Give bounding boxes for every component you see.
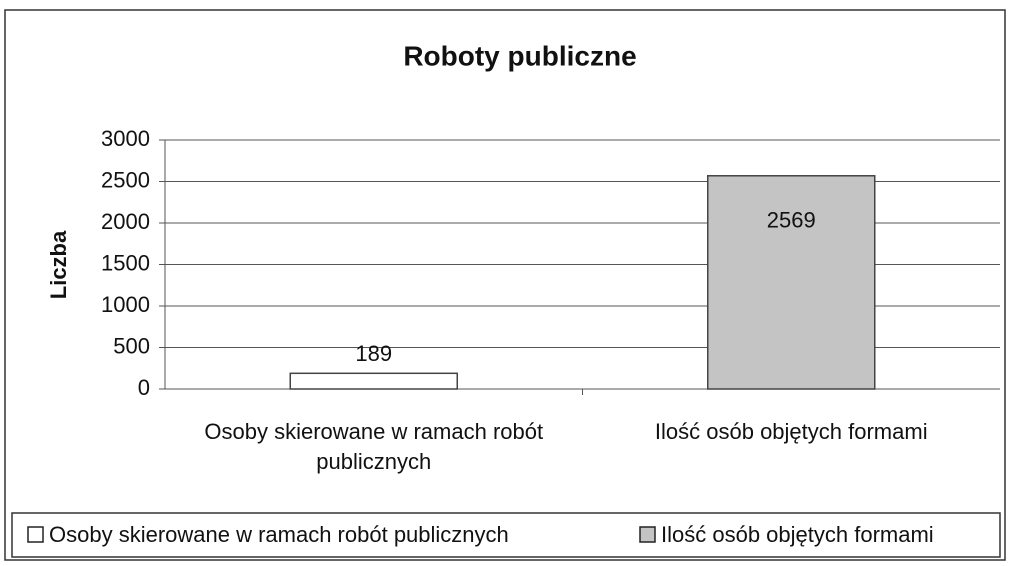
y-tick-label: 500 <box>113 333 150 358</box>
legend-label: Ilość osób objętych formami <box>661 522 934 547</box>
data-label: 2569 <box>767 208 816 233</box>
legend-swatch <box>27 526 44 543</box>
y-tick-label: 1000 <box>101 292 150 317</box>
legend-swatch <box>639 526 656 543</box>
data-label: 189 <box>355 341 392 366</box>
x-tick-label: Ilość osób objętych formami <box>654 419 928 444</box>
y-tick-label: 2500 <box>101 167 150 192</box>
legend-box <box>11 512 1001 558</box>
legend-label: Osoby skierowane w ramach robót publiczn… <box>49 522 509 547</box>
bar <box>289 372 458 390</box>
y-axis-label: Liczba <box>46 230 71 299</box>
chart-title: Roboty publiczne <box>403 40 636 71</box>
x-tick-label: Osoby skierowane w ramach robót publiczn… <box>204 419 544 474</box>
bar <box>707 175 876 390</box>
y-tick-label: 0 <box>138 375 150 400</box>
y-tick-label: 2000 <box>101 209 150 234</box>
y-tick-label: 1500 <box>101 250 150 275</box>
y-tick-label: 3000 <box>101 126 150 151</box>
